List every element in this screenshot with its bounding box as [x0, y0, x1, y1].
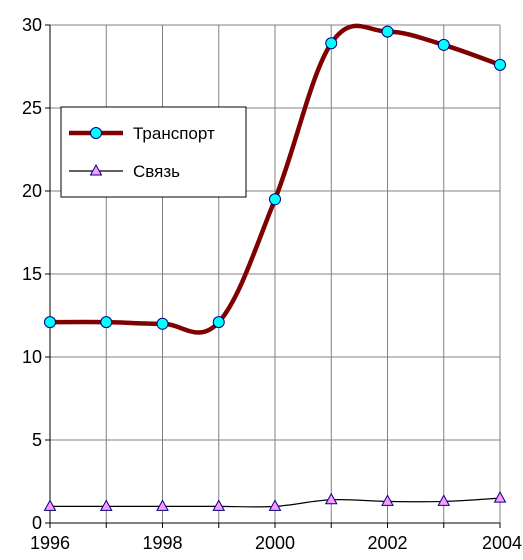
x-tick-label: 1996 — [30, 533, 70, 553]
data-point-communication — [156, 499, 169, 511]
legend-marker-communication — [89, 163, 103, 176]
data-point-transport — [325, 37, 338, 50]
data-point-transport — [100, 316, 113, 329]
data-point-communication — [324, 492, 338, 505]
legend: Транспорт Связь — [60, 106, 247, 198]
x-tick-label: 2000 — [255, 533, 295, 553]
data-point-transport — [269, 193, 281, 206]
y-tick-label: 10 — [22, 347, 42, 367]
data-point-communication — [43, 499, 57, 511]
data-point-communication — [493, 491, 507, 503]
data-point-transport — [156, 317, 169, 330]
y-tick-label: 30 — [22, 15, 42, 35]
y-tick-label: 5 — [32, 430, 42, 450]
data-point-communication — [99, 499, 113, 511]
data-point-transport — [381, 25, 394, 38]
x-tick-label: 1998 — [142, 533, 182, 553]
y-tick-label: 20 — [22, 181, 42, 201]
tick-labels: 0 5 10 15 20 25 30 1996 1998 2000 2002 2004 — [22, 15, 522, 553]
x-tick-label: 2004 — [482, 533, 522, 553]
data-point-transport — [212, 316, 225, 329]
data-point-communication — [268, 499, 282, 511]
legend-label-transport: Транспорт — [133, 124, 215, 143]
data-point-communication — [437, 494, 451, 506]
data-point-transport — [44, 316, 56, 329]
data-point-transport — [437, 38, 450, 51]
data-point-communication — [381, 494, 394, 506]
y-tick-label: 0 — [32, 513, 42, 533]
data-point-communication — [212, 499, 226, 511]
data-point-transport — [494, 58, 506, 71]
axes — [45, 24, 501, 528]
y-tick-label: 15 — [22, 264, 42, 284]
y-tick-label: 25 — [22, 98, 42, 118]
legend-label-communication: Связь — [133, 162, 180, 181]
legend-marker-transport — [90, 127, 102, 139]
x-tick-label: 2002 — [367, 533, 407, 553]
series-group — [43, 23, 507, 511]
legend-box — [60, 106, 247, 198]
